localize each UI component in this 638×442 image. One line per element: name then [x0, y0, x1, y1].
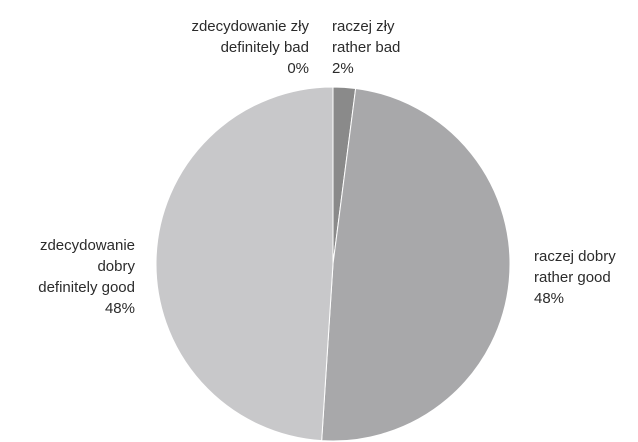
label-rather-bad-pl: raczej zły [332, 18, 395, 35]
pie-slice-definitely-good [155, 86, 334, 442]
label-rather-good-value: 48% [534, 290, 565, 307]
label-definitely-bad-en: definitely bad [220, 39, 309, 56]
label-rather-bad: raczej zły rather bad 2% [332, 16, 400, 79]
label-definitely-good-en: definitely good [38, 279, 135, 296]
pie-slice-rather-good [321, 87, 511, 442]
label-rather-good-pl: raczej dobry [534, 248, 616, 265]
label-definitely-bad: zdecydowanie zły definitely bad 0% [191, 16, 309, 79]
label-rather-bad-value: 2% [332, 60, 354, 77]
label-definitely-good-pl-line1: zdecydowanie [39, 237, 135, 254]
label-rather-good-en: rather good [534, 269, 611, 286]
label-definitely-good-value: 48% [104, 300, 135, 317]
label-definitely-bad-value: 0% [287, 60, 309, 77]
label-definitely-bad-pl: zdecydowanie zły [191, 18, 309, 35]
label-definitely-good-pl-line2: dobry [97, 258, 135, 275]
label-rather-bad-en: rather bad [332, 39, 401, 56]
label-rather-good: raczej dobry rather good 48% [534, 246, 616, 309]
label-definitely-good: zdecydowanie dobry definitely good 48% [38, 235, 135, 319]
